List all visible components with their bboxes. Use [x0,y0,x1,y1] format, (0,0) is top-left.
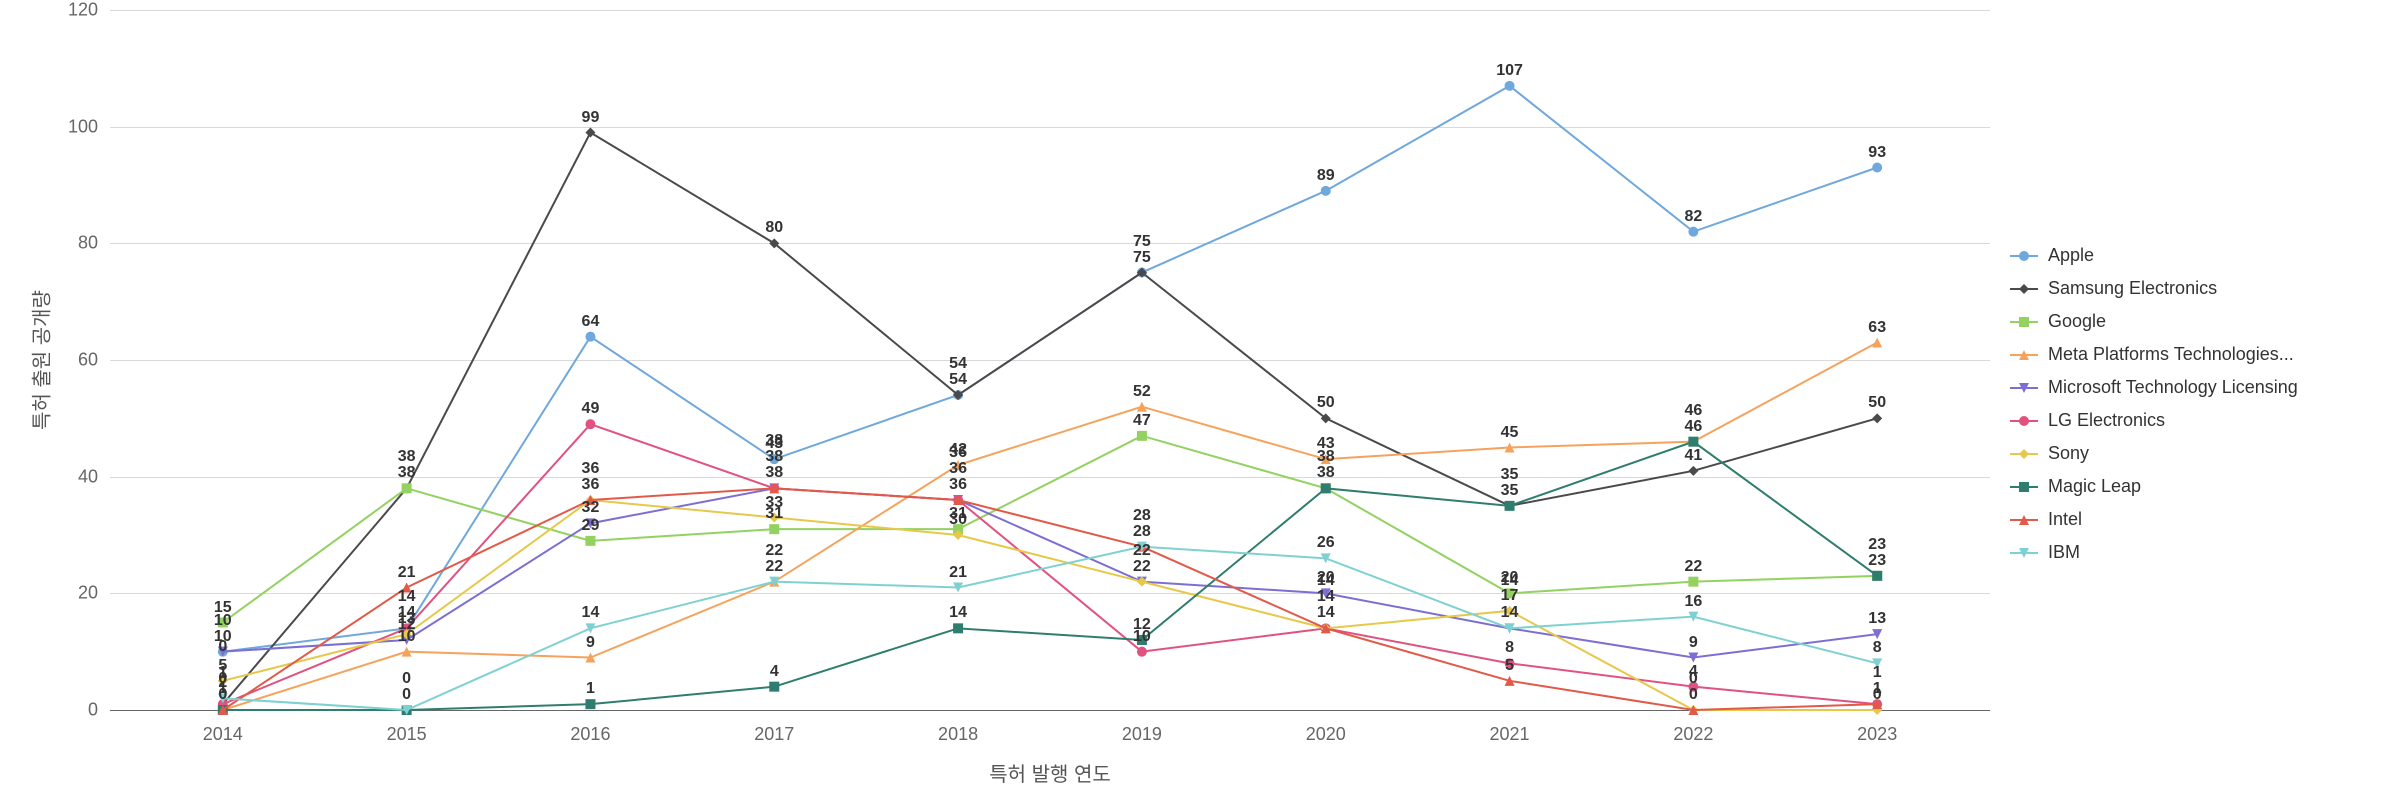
legend-swatch [2010,247,2038,265]
y-tick-label: 120 [68,0,110,21]
legend-item[interactable]: Meta Platforms Technologies... [2010,344,2298,365]
legend-label: IBM [2048,542,2080,563]
series-marker [1505,606,1515,616]
series-marker [1688,437,1698,447]
legend-swatch [2010,280,2038,298]
series-marker [1688,466,1698,476]
x-tick-label: 2016 [570,710,610,745]
legend-label: Sony [2048,443,2089,464]
legend-swatch [2010,412,2038,430]
series-marker [953,623,963,633]
legend-item[interactable]: IBM [2010,542,2298,563]
x-tick-label: 2015 [387,710,427,745]
series-marker [1137,635,1147,645]
series-marker [1505,501,1515,511]
patent-chart: 1014644354758910782931389980547550354150… [0,0,2382,808]
legend-item[interactable]: Google [2010,311,2298,332]
legend-label: Google [2048,311,2106,332]
legend-label: Microsoft Technology Licensing [2048,377,2298,398]
series-marker [769,454,779,464]
series-marker [585,536,595,546]
x-tick-label: 2020 [1306,710,1346,745]
series-marker [1872,163,1882,173]
series-marker [1688,227,1698,237]
y-tick-label: 100 [68,116,110,137]
legend-item[interactable]: Apple [2010,245,2298,266]
x-axis-title: 특허 발행 연도 [989,710,1111,787]
legend-swatch [2010,346,2038,364]
series-marker [218,676,228,686]
legend-label: Meta Platforms Technologies... [2048,344,2294,365]
y-tick-label: 80 [78,233,110,254]
series-marker [1872,571,1882,581]
legend-label: Apple [2048,245,2094,266]
x-tick-label: 2021 [1490,710,1530,745]
series-marker [585,332,595,342]
series-marker [1321,483,1331,493]
legend-swatch [2010,511,2038,529]
legend-item[interactable]: Magic Leap [2010,476,2298,497]
legend-swatch [2010,544,2038,562]
series-marker [769,513,779,523]
series-marker [218,618,228,628]
legend-label: Intel [2048,509,2082,530]
series-marker [585,699,595,709]
legend-item[interactable]: Samsung Electronics [2010,278,2298,299]
y-tick-label: 40 [78,466,110,487]
y-axis-title: 특허 출원 공개량 [26,290,55,430]
series-line [223,133,1877,705]
series-line [223,424,1877,704]
series-line [223,547,1877,710]
series-marker [1688,682,1698,692]
legend-swatch [2010,445,2038,463]
series-marker [1137,647,1147,657]
series-line [223,488,1877,657]
series-marker [1872,338,1882,348]
plot-area: 1014644354758910782931389980547550354150… [110,10,1990,710]
series-marker [585,128,595,138]
legend-label: Magic Leap [2048,476,2141,497]
legend-item[interactable]: LG Electronics [2010,410,2298,431]
x-tick-label: 2023 [1857,710,1897,745]
series-marker [1505,81,1515,91]
series-marker [769,682,779,692]
legend-swatch [2010,478,2038,496]
y-tick-label: 60 [78,350,110,371]
chart-lines [110,10,1990,710]
series-marker [1688,577,1698,587]
x-tick-label: 2017 [754,710,794,745]
legend: Apple Samsung Electronics Google Meta Platf… [2010,245,2298,563]
legend-item[interactable]: Intel [2010,509,2298,530]
x-tick-label: 2022 [1673,710,1713,745]
series-marker [769,524,779,534]
series-marker [1872,413,1882,423]
y-tick-label: 20 [78,583,110,604]
series-marker [953,460,963,470]
series-marker [1321,186,1331,196]
legend-swatch [2010,313,2038,331]
x-tick-label: 2018 [938,710,978,745]
x-tick-label: 2019 [1122,710,1162,745]
series-marker [1505,588,1515,598]
legend-label: Samsung Electronics [2048,278,2217,299]
series-marker [402,583,412,593]
series-marker [585,419,595,429]
series-marker [402,483,412,493]
x-tick-label: 2014 [203,710,243,745]
legend-item[interactable]: Sony [2010,443,2298,464]
y-tick-label: 0 [88,700,110,721]
legend-swatch [2010,379,2038,397]
legend-item[interactable]: Microsoft Technology Licensing [2010,377,2298,398]
series-marker [1505,658,1515,668]
legend-label: LG Electronics [2048,410,2165,431]
series-marker [1137,431,1147,441]
